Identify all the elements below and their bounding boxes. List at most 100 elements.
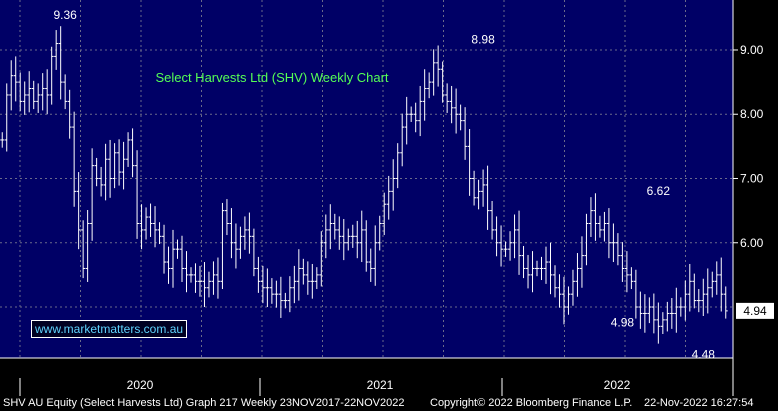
price-bar	[606, 208, 611, 259]
last-price-label: 4.94	[743, 304, 767, 318]
price-bar	[382, 192, 387, 236]
price-bar	[27, 71, 32, 113]
price-bar	[413, 102, 418, 133]
x-tick-label: 2022	[604, 378, 631, 392]
price-bar	[301, 258, 306, 285]
price-bar	[292, 265, 297, 304]
price-bar	[314, 267, 319, 290]
price-bar	[251, 228, 256, 277]
last-price-box	[736, 302, 774, 319]
price-bar	[337, 216, 342, 250]
price-bar	[449, 85, 454, 124]
price-bar	[49, 46, 54, 105]
price-bar	[332, 213, 337, 240]
price-bar	[701, 278, 706, 317]
price-bar	[296, 249, 301, 301]
price-bar	[121, 141, 126, 190]
price-bar	[108, 139, 113, 198]
price-bar	[503, 241, 508, 257]
price-bar	[283, 292, 288, 309]
price-bar	[4, 83, 9, 152]
price-bar	[31, 80, 36, 110]
footer-bar: SHV AU Equity (Select Harvests Ltd) Grap…	[0, 396, 778, 411]
price-bar	[476, 179, 481, 210]
price-bar	[683, 280, 688, 321]
price-bar	[206, 271, 211, 298]
price-annotation: 8.98	[471, 32, 495, 46]
price-bar	[215, 257, 220, 299]
y-tick-label: 6.00	[740, 236, 764, 250]
price-bar	[490, 200, 495, 240]
price-bar	[188, 267, 193, 283]
price-bar	[287, 276, 292, 313]
price-bar	[54, 30, 59, 70]
price-bar	[139, 204, 144, 250]
price-bar	[274, 280, 279, 308]
price-bar	[629, 267, 634, 290]
price-bar	[512, 214, 517, 259]
price-bar	[561, 276, 566, 325]
price-bar	[85, 209, 90, 282]
price-bar	[499, 225, 504, 267]
price-bar	[377, 215, 382, 251]
price-bar	[570, 269, 575, 306]
price-bar	[584, 213, 589, 266]
price-bar	[40, 73, 45, 111]
price-bar	[526, 254, 531, 289]
price-bar	[260, 265, 265, 304]
price-bar	[624, 251, 629, 293]
price-bar	[166, 246, 171, 284]
price-bar	[588, 197, 593, 237]
price-bar	[678, 297, 683, 317]
xaxis-background	[0, 358, 733, 396]
price-bar	[418, 85, 423, 137]
footer-timestamp: 22-Nov-2022 16:27:54	[644, 397, 754, 409]
price-bar	[544, 246, 548, 284]
price-bar	[602, 211, 607, 242]
price-bar	[566, 286, 571, 315]
price-bar	[642, 294, 647, 333]
price-bar	[409, 106, 414, 122]
price-annotation: 4.48	[692, 347, 716, 361]
x-tick-label: 2020	[127, 378, 154, 392]
price-bar	[323, 214, 328, 259]
y-tick-label: 7.00	[740, 172, 764, 186]
footer-security-info: SHV AU Equity (Select Harvests Ltd) Grap…	[3, 397, 405, 409]
price-bar	[63, 74, 68, 110]
price-bar	[548, 242, 553, 295]
price-bar	[440, 61, 445, 103]
price-bar	[669, 298, 674, 329]
price-bar	[13, 56, 18, 102]
price-bar	[76, 172, 81, 250]
price-bar	[341, 218, 346, 261]
price-bar	[557, 274, 562, 308]
price-bar	[90, 148, 95, 241]
price-bar	[238, 226, 243, 259]
price-bar	[157, 222, 162, 245]
price-bar	[67, 89, 72, 139]
watermark-url: www.marketmatters.com.au	[31, 320, 188, 338]
price-bar	[508, 231, 513, 261]
price-bar	[0, 132, 5, 148]
price-bar	[256, 256, 261, 293]
price-bar	[696, 289, 701, 313]
price-bar	[454, 88, 459, 134]
price-bar	[391, 159, 396, 211]
price-bar	[220, 202, 225, 290]
x-tick-label: 2021	[367, 378, 394, 392]
price-bar	[535, 260, 540, 277]
price-bar	[593, 193, 598, 241]
price-bar	[620, 242, 625, 282]
price-bar	[193, 263, 198, 293]
price-bar	[224, 199, 229, 236]
price-bar	[445, 83, 450, 113]
annotations: 9.36 8.98 6.62 4.98 4.48	[53, 8, 715, 362]
price-bar	[319, 231, 324, 287]
price-bar	[674, 287, 679, 333]
price-bar	[135, 150, 140, 239]
price-annotation: 9.36	[53, 8, 77, 22]
price-bars	[0, 26, 728, 344]
price-bar	[99, 166, 104, 197]
price-bar	[265, 268, 270, 308]
